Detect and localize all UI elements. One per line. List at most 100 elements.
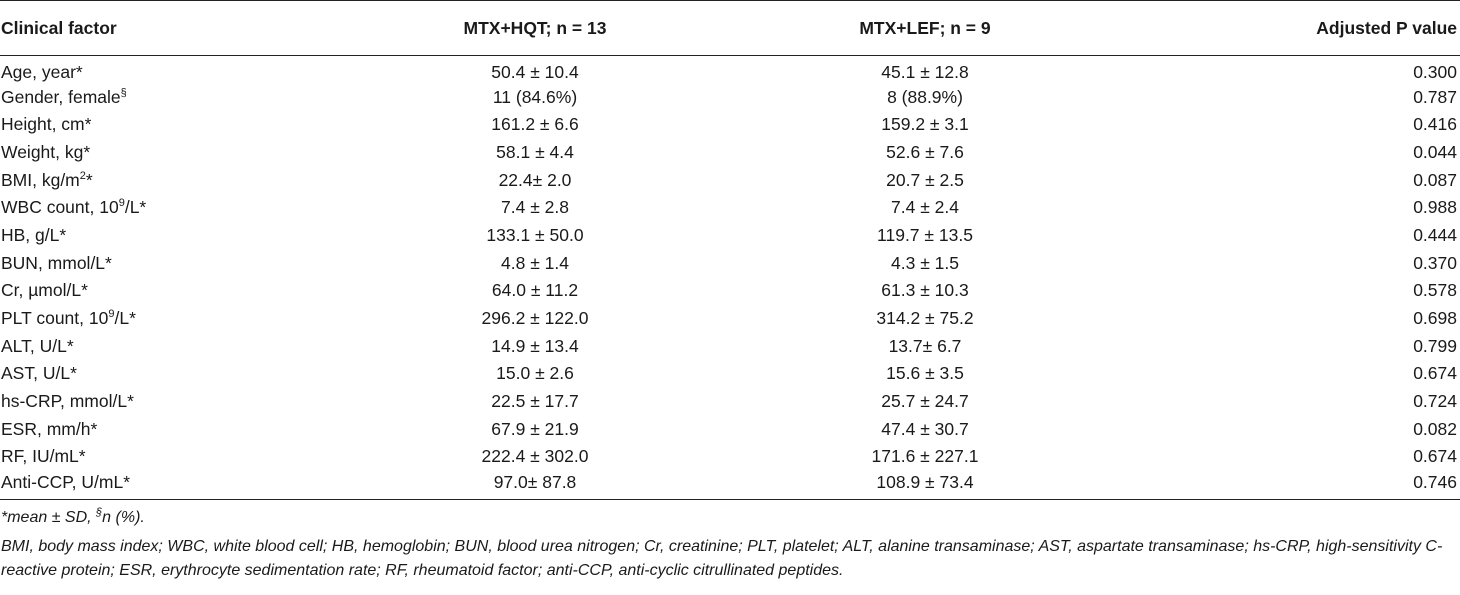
header-mtx-lef: MTX+LEF; n = 9 bbox=[859, 17, 991, 38]
factor-suffix: /L* bbox=[114, 308, 136, 329]
cell-mtx-lef: 108.9 ± 73.4 bbox=[876, 472, 974, 493]
cell-mtx-hqt: 50.4 ± 10.4 bbox=[491, 61, 579, 82]
factor-label: WBC count, 10 bbox=[1, 197, 119, 218]
cell-mtx-lef: 13.7± 6.7 bbox=[888, 335, 962, 356]
factor-label: BUN, mmol/L bbox=[1, 252, 106, 273]
clinical-factors-table-container: Clinical factor MTX+HQT; n = 13 MTX+LEF;… bbox=[0, 0, 1460, 579]
cell-mtx-lef: 25.7 ± 24.7 bbox=[881, 391, 969, 412]
cell-adjusted-p: 0.370 bbox=[1413, 252, 1457, 273]
cell-mtx-hqt: 64.0 ± 11.2 bbox=[491, 280, 579, 301]
factor-superscript: 2 bbox=[79, 169, 86, 182]
factor-suffix: * bbox=[66, 335, 74, 356]
cell-mtx-hqt: 67.9 ± 21.9 bbox=[491, 418, 579, 439]
cell-mtx-lef: 8 (88.9%) bbox=[887, 86, 963, 107]
cell-adjusted-p: 0.087 bbox=[1413, 169, 1457, 190]
factor-superscript: 9 bbox=[108, 308, 115, 321]
cell-mtx-lef: 171.6 ± 227.1 bbox=[871, 446, 979, 467]
cell-adjusted-p: 0.044 bbox=[1413, 141, 1457, 162]
table-body: Age, year* 50.4 ± 10.4 45.1 ± 12.8 0.300 Gen… bbox=[0, 56, 1460, 499]
cell-mtx-lef: 314.2 ± 75.2 bbox=[876, 308, 974, 329]
factor-suffix: * bbox=[78, 446, 86, 467]
table-row: BUN, mmol/L* 4.8 ± 1.4 4.3 ± 1.5 0.370 bbox=[0, 249, 1460, 277]
cell-mtx-lef: 4.3 ± 1.5 bbox=[891, 252, 959, 273]
cell-clinical-factor: ALT, U/L* bbox=[0, 332, 340, 360]
cell-mtx-lef: 159.2 ± 3.1 bbox=[881, 114, 969, 135]
cell-mtx-lef: 7.4 ± 2.4 bbox=[891, 197, 959, 218]
cell-adjusted-p: 0.416 bbox=[1413, 114, 1457, 135]
table-row: ESR, mm/h* 67.9 ± 21.9 47.4 ± 30.7 0.082 bbox=[0, 415, 1460, 443]
table-row: BMI, kg/m2* 22.4± 2.0 20.7 ± 2.5 0.087 bbox=[0, 166, 1460, 194]
header-mtx-hqt: MTX+HQT; n = 13 bbox=[463, 17, 607, 38]
factor-suffix: * bbox=[90, 418, 98, 439]
cell-mtx-lef: 119.7 ± 13.5 bbox=[877, 224, 973, 245]
table-bottom-rule bbox=[0, 498, 1460, 500]
cell-mtx-lef: 15.6 ± 3.5 bbox=[886, 363, 964, 384]
cell-mtx-hqt: 14.9 ± 13.4 bbox=[491, 335, 579, 356]
cell-mtx-hqt: 7.4 ± 2.8 bbox=[501, 197, 569, 218]
factor-superscript: 9 bbox=[118, 197, 125, 210]
factor-label: Gender, female bbox=[1, 86, 121, 107]
cell-clinical-factor: WBC count, 109/L* bbox=[0, 194, 340, 222]
cell-adjusted-p: 0.082 bbox=[1413, 418, 1457, 439]
cell-adjusted-p: 0.724 bbox=[1413, 391, 1457, 412]
factor-label: BMI, kg/m bbox=[1, 169, 80, 190]
cell-clinical-factor: PLT count, 109/L* bbox=[0, 305, 340, 333]
factor-suffix: * bbox=[127, 391, 134, 412]
table-row: Age, year* 50.4 ± 10.4 45.1 ± 12.8 0.300 bbox=[0, 56, 1460, 84]
cell-clinical-factor: Age, year* bbox=[0, 56, 340, 84]
cell-mtx-hqt: 11 (84.6%) bbox=[492, 86, 578, 107]
table-row: Height, cm* 161.2 ± 6.6 159.2 ± 3.1 0.416 bbox=[0, 111, 1460, 139]
factor-label: ESR, mm/h bbox=[1, 418, 91, 439]
table-row: ALT, U/L* 14.9 ± 13.4 13.7± 6.7 0.799 bbox=[0, 332, 1460, 360]
table-row: WBC count, 109/L* 7.4 ± 2.8 7.4 ± 2.4 0.988 bbox=[0, 194, 1460, 222]
factor-suffix: * bbox=[83, 141, 91, 162]
cell-clinical-factor: BUN, mmol/L* bbox=[0, 249, 340, 277]
cell-clinical-factor: Height, cm* bbox=[0, 111, 340, 139]
cell-mtx-hqt: 296.2 ± 122.0 bbox=[481, 308, 589, 329]
cell-clinical-factor: AST, U/L* bbox=[0, 360, 340, 388]
factor-label: RF, IU/mL bbox=[1, 446, 79, 467]
table-row: HB, g/L* 133.1 ± 50.0 119.7 ± 13.5 0.444 bbox=[0, 222, 1460, 250]
factor-suffix: * bbox=[85, 169, 93, 190]
cell-adjusted-p: 0.988 bbox=[1413, 197, 1457, 218]
factor-label: ALT, U/L bbox=[1, 335, 67, 356]
cell-mtx-hqt: 161.2 ± 6.6 bbox=[491, 114, 579, 135]
factor-label: PLT count, 10 bbox=[1, 308, 109, 329]
cell-mtx-hqt: 4.8 ± 1.4 bbox=[501, 252, 569, 273]
table-row: Weight, kg* 58.1 ± 4.4 52.6 ± 7.6 0.044 bbox=[0, 139, 1460, 167]
factor-label: AST, U/L bbox=[1, 363, 71, 384]
factor-label: Anti-CCP, U/mL bbox=[1, 472, 124, 493]
cell-mtx-lef: 52.6 ± 7.6 bbox=[886, 141, 964, 162]
table-row: Cr, µmol/L* 64.0 ± 11.2 61.3 ± 10.3 0.578 bbox=[0, 277, 1460, 305]
cell-clinical-factor: Weight, kg* bbox=[0, 139, 340, 167]
factor-suffix: * bbox=[70, 363, 77, 384]
factor-label: Cr, µmol/L bbox=[1, 280, 82, 301]
cell-clinical-factor: ESR, mm/h* bbox=[0, 415, 340, 443]
cell-clinical-factor: BMI, kg/m2* bbox=[0, 166, 340, 194]
cell-mtx-lef: 61.3 ± 10.3 bbox=[881, 280, 969, 301]
header-adjusted-p: Adjusted P value bbox=[1316, 17, 1457, 38]
footnote-legend: *mean ± SD, §n (%). bbox=[1, 506, 1459, 530]
factor-suffix: * bbox=[59, 224, 67, 245]
cell-mtx-hqt: 97.0± 87.8 bbox=[493, 472, 577, 493]
cell-adjusted-p: 0.787 bbox=[1413, 86, 1457, 107]
footnote-legend-pre: *mean ± SD, bbox=[1, 508, 97, 526]
footnote-abbreviations: BMI, body mass index; WBC, white blood c… bbox=[1, 538, 1443, 579]
cell-clinical-factor: Cr, µmol/L* bbox=[0, 277, 340, 305]
cell-adjusted-p: 0.578 bbox=[1413, 280, 1457, 301]
factor-label: hs-CRP, mmol/L bbox=[1, 391, 128, 412]
factor-suffix: * bbox=[75, 61, 83, 82]
table-row: hs-CRP, mmol/L* 22.5 ± 17.7 25.7 ± 24.7 0.7… bbox=[0, 388, 1460, 416]
cell-clinical-factor: hs-CRP, mmol/L* bbox=[0, 388, 340, 416]
factor-suffix: * bbox=[105, 252, 112, 273]
footnote-legend-post: n (%). bbox=[102, 508, 145, 526]
cell-mtx-hqt: 222.4 ± 302.0 bbox=[481, 446, 589, 467]
cell-clinical-factor: Anti-CCP, U/mL* bbox=[0, 471, 340, 499]
factor-label: HB, g/L bbox=[1, 224, 60, 245]
factor-superscript: § bbox=[120, 86, 127, 99]
clinical-factors-table: Clinical factor MTX+HQT; n = 13 MTX+LEF;… bbox=[0, 0, 1460, 499]
cell-adjusted-p: 0.674 bbox=[1413, 446, 1457, 467]
factor-label: Weight, kg bbox=[1, 141, 84, 162]
cell-adjusted-p: 0.698 bbox=[1413, 308, 1457, 329]
header-row: Clinical factor MTX+HQT; n = 13 MTX+LEF;… bbox=[0, 0, 1460, 56]
